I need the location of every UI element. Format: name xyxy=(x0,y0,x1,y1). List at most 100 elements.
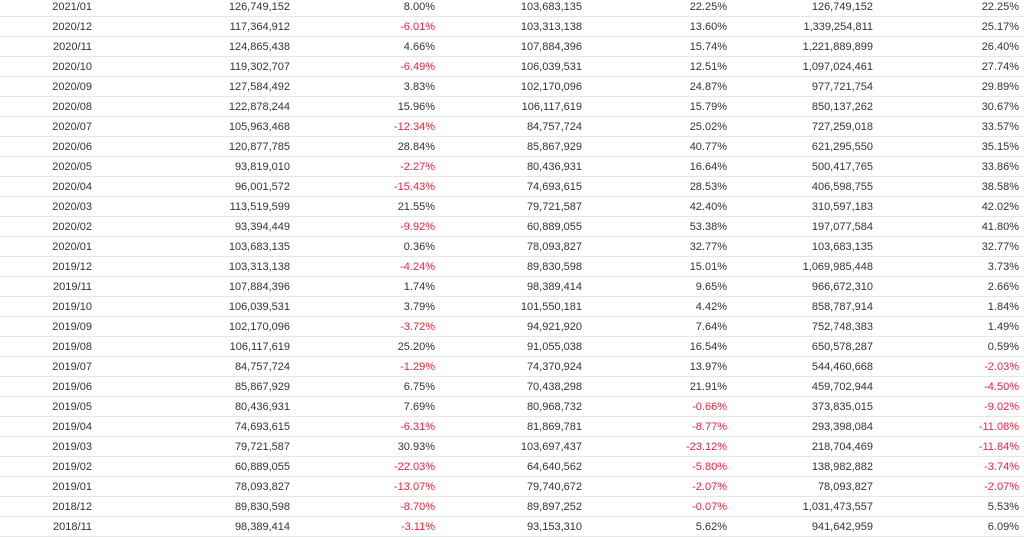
table-row: 2020/11 124,865,438 4.66% 107,884,396 15.74%… xyxy=(0,37,1024,57)
cell-mom-change: 0.36% xyxy=(403,241,435,253)
cell-yoy-change: 21.91% xyxy=(689,381,727,393)
cell-cumulative-revenue: 650,578,287 xyxy=(811,341,873,353)
cell-cumulative-yoy-change: 3.73% xyxy=(987,261,1019,273)
cell-yoy-change: 5.62% xyxy=(695,521,727,533)
cell-yoy-change: -0.66% xyxy=(692,401,727,413)
cell-cumulative-yoy-change: 29.89% xyxy=(981,81,1019,93)
cell-prior-year-revenue: 101,550,181 xyxy=(520,301,582,313)
cell-prior-year-revenue: 103,683,135 xyxy=(520,1,582,13)
cell-cumulative-revenue: 1,339,254,811 xyxy=(803,21,873,33)
cell-revenue: 89,830,598 xyxy=(234,501,290,513)
cell-prior-year-revenue: 102,170,096 xyxy=(520,81,582,93)
cell-yoy-change: 24.87% xyxy=(689,81,727,93)
table-row: 2020/08 122,878,244 15.96% 106,117,619 15.79… xyxy=(0,97,1024,117)
cell-cumulative-revenue: 544,460,668 xyxy=(811,361,873,373)
cell-cumulative-revenue: 406,598,755 xyxy=(811,181,873,193)
cell-revenue: 106,117,619 xyxy=(229,341,290,353)
cell-cumulative-yoy-change: 1.49% xyxy=(987,321,1019,333)
cell-yoy-change: -0.07% xyxy=(692,501,727,513)
cell-cumulative-revenue: 977,721,754 xyxy=(811,81,873,93)
cell-cumulative-yoy-change: 6.09% xyxy=(987,521,1019,533)
table-row: 2019/06 85,867,929 6.75% 70,438,298 21.91% 45… xyxy=(0,377,1024,397)
cell-cumulative-yoy-change: 22.25% xyxy=(981,1,1019,13)
cell-month: 2020/02 xyxy=(52,221,92,233)
cell-month: 2020/08 xyxy=(52,101,92,113)
cell-cumulative-yoy-change: 27.74% xyxy=(981,61,1019,73)
cell-mom-change: 15.96% xyxy=(397,101,435,113)
cell-cumulative-yoy-change: 32.77% xyxy=(981,241,1019,253)
cell-prior-year-revenue: 78,093,827 xyxy=(526,241,582,253)
table-row: 2019/08 106,117,619 25.20% 91,055,038 16.54%… xyxy=(0,337,1024,357)
cell-month: 2020/03 xyxy=(52,201,92,213)
cell-prior-year-revenue: 60,889,055 xyxy=(526,221,582,233)
cell-month: 2019/03 xyxy=(52,441,92,453)
cell-yoy-change: 22.25% xyxy=(689,1,727,13)
cell-mom-change: -15.43% xyxy=(394,181,435,193)
cell-cumulative-revenue: 727,259,018 xyxy=(811,121,873,133)
cell-yoy-change: -23.12% xyxy=(686,441,727,453)
cell-revenue: 84,757,724 xyxy=(234,361,290,373)
cell-cumulative-revenue: 1,097,024,461 xyxy=(802,61,873,73)
cell-prior-year-revenue: 91,055,038 xyxy=(526,341,582,353)
cell-yoy-change: 9.65% xyxy=(695,281,727,293)
cell-prior-year-revenue: 89,897,252 xyxy=(526,501,582,513)
cell-month: 2019/09 xyxy=(52,321,92,333)
cell-mom-change: -6.01% xyxy=(400,21,435,33)
cell-mom-change: -6.49% xyxy=(400,61,435,73)
cell-yoy-change: 25.02% xyxy=(689,121,727,133)
cell-yoy-change: -8.77% xyxy=(692,421,727,433)
table-row: 2019/02 60,889,055 -22.03% 64,640,562 -5.80%… xyxy=(0,457,1024,477)
cell-cumulative-yoy-change: 35.15% xyxy=(981,141,1019,153)
cell-cumulative-revenue: 293,398,084 xyxy=(811,421,873,433)
cell-prior-year-revenue: 80,436,931 xyxy=(526,161,582,173)
cell-yoy-change: 7.64% xyxy=(695,321,727,333)
cell-month: 2019/05 xyxy=(52,401,92,413)
table-row: 2020/03 113,519,599 21.55% 79,721,587 42.40%… xyxy=(0,197,1024,217)
cell-cumulative-revenue: 126,749,152 xyxy=(811,1,873,13)
cell-revenue: 93,819,010 xyxy=(234,161,290,173)
cell-prior-year-revenue: 98,389,414 xyxy=(526,281,582,293)
cell-yoy-change: 40.77% xyxy=(689,141,727,153)
cell-prior-year-revenue: 89,830,598 xyxy=(526,261,582,273)
table-row: 2020/10 119,302,707 -6.49% 106,039,531 12.51… xyxy=(0,57,1024,77)
cell-cumulative-revenue: 78,093,827 xyxy=(817,481,873,493)
cell-cumulative-revenue: 197,077,584 xyxy=(811,221,873,233)
table-row: 2019/09 102,170,096 -3.72% 94,921,920 7.64% 7… xyxy=(0,317,1024,337)
cell-mom-change: -9.92% xyxy=(400,221,435,233)
cell-cumulative-revenue: 103,683,135 xyxy=(811,241,873,253)
cell-yoy-change: 15.01% xyxy=(689,261,727,273)
cell-mom-change: 3.79% xyxy=(403,301,435,313)
cell-month: 2019/12 xyxy=(52,261,92,273)
cell-month: 2021/01 xyxy=(52,1,92,13)
cell-month: 2020/05 xyxy=(52,161,92,173)
cell-cumulative-yoy-change: -4.50% xyxy=(984,381,1019,393)
cell-month: 2019/01 xyxy=(52,481,92,493)
cell-cumulative-yoy-change: 30.67% xyxy=(981,101,1019,113)
cell-month: 2020/09 xyxy=(52,81,92,93)
cell-month: 2020/06 xyxy=(52,141,92,153)
cell-revenue: 127,584,492 xyxy=(228,81,290,93)
cell-month: 2019/02 xyxy=(52,461,92,473)
cell-mom-change: 21.55% xyxy=(397,201,435,213)
cell-cumulative-yoy-change: 38.58% xyxy=(981,181,1019,193)
table-row: 2019/11 107,884,396 1.74% 98,389,414 9.65% 96… xyxy=(0,277,1024,297)
cell-yoy-change: 13.97% xyxy=(689,361,727,373)
cell-revenue: 105,963,468 xyxy=(228,121,290,133)
cell-cumulative-yoy-change: 33.57% xyxy=(981,121,1019,133)
cell-prior-year-revenue: 79,721,587 xyxy=(526,201,582,213)
cell-mom-change: 25.20% xyxy=(397,341,435,353)
cell-mom-change: -13.07% xyxy=(394,481,435,493)
cell-yoy-change: 13.60% xyxy=(689,21,727,33)
cell-revenue: 113,519,599 xyxy=(229,201,290,213)
cell-revenue: 106,039,531 xyxy=(228,301,290,313)
table-row: 2020/05 93,819,010 -2.27% 80,436,931 16.64% 5… xyxy=(0,157,1024,177)
cell-mom-change: -12.34% xyxy=(394,121,435,133)
cell-yoy-change: 4.42% xyxy=(695,301,727,313)
cell-revenue: 78,093,827 xyxy=(234,481,290,493)
cell-month: 2019/07 xyxy=(52,361,92,373)
cell-cumulative-yoy-change: 26.40% xyxy=(981,41,1019,53)
cell-revenue: 98,389,414 xyxy=(234,521,290,533)
cell-yoy-change: 53.38% xyxy=(689,221,727,233)
cell-month: 2019/04 xyxy=(52,421,92,433)
cell-month: 2020/10 xyxy=(52,61,92,73)
